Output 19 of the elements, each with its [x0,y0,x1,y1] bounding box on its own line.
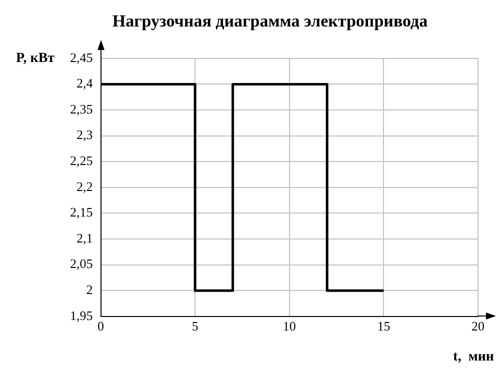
y-tick-label: 2,05 [70,256,93,272]
x-tick-label: 5 [192,318,198,334]
x-axis-title: t, мин [453,350,494,365]
chart-title: Нагрузочная диаграмма электропривода [112,12,428,31]
y-tick-label: 2,25 [70,153,93,168]
y-tick-label: 2,3 [76,127,93,142]
x-tick-label: 15 [377,318,390,334]
y-tick-label: 2,45 [70,50,93,65]
x-tick-label: 20 [472,318,484,334]
x-tick-label: 10 [282,318,296,334]
y-tick-label: 2 [86,282,93,298]
x-tick-label: 0 [98,318,104,334]
y-axis-title: P, кВт [16,51,55,66]
y-tick-label: 2,2 [76,178,93,194]
y-tick-label: 2,4 [76,76,94,91]
y-tick-label: 1,95 [70,308,93,323]
y-tick-label: 2,1 [76,230,93,246]
y-tick-label: 2,35 [70,101,93,116]
y-tick-label: 2,15 [70,204,93,220]
